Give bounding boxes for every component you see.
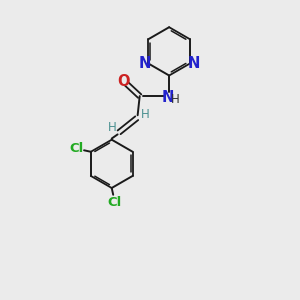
Text: N: N <box>188 56 200 71</box>
Text: Cl: Cl <box>70 142 84 155</box>
Text: H: H <box>171 93 179 106</box>
Text: Cl: Cl <box>107 196 122 208</box>
Text: H: H <box>108 121 117 134</box>
Text: H: H <box>141 108 149 121</box>
Text: O: O <box>117 74 130 89</box>
Text: N: N <box>138 56 151 71</box>
Text: N: N <box>161 90 174 105</box>
